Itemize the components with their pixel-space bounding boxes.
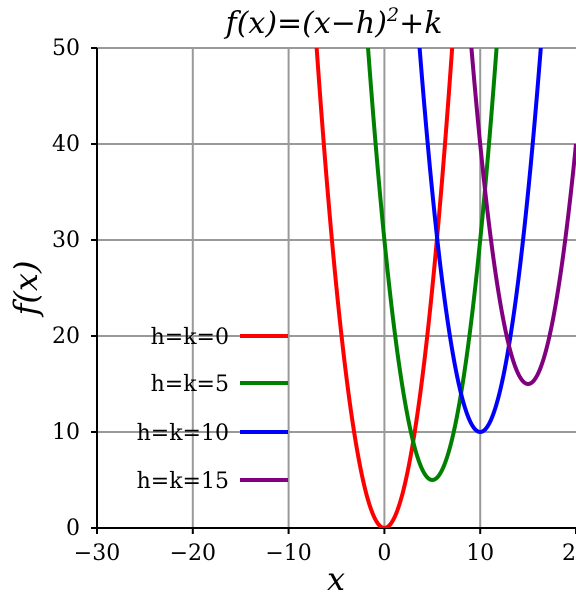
- y-tick-label: 20: [52, 324, 80, 349]
- series-line-h-k-15: [469, 48, 576, 386]
- x-axis-label: x: [327, 560, 345, 598]
- axes: [96, 48, 576, 529]
- x-tick-label: −10: [265, 541, 311, 566]
- legend-label: h=k=0: [151, 325, 229, 350]
- y-tick-label: 50: [52, 36, 80, 61]
- tick-labels: −30 −20 −10 0 10 20 0 10 20 30 40 50: [52, 36, 576, 566]
- x-tick-label: −20: [170, 541, 216, 566]
- series-line-h-k-10: [417, 48, 543, 434]
- chart-title: f(x)=(x−h)2+k: [224, 4, 443, 41]
- legend-label: h=k=10: [137, 421, 229, 446]
- y-tick-label: 10: [52, 420, 80, 445]
- legend-label: h=k=15: [137, 469, 229, 494]
- x-tick-label: 10: [466, 541, 494, 566]
- x-tick-label: 0: [377, 541, 391, 566]
- series-line-h-k-5: [366, 48, 499, 482]
- legend: h=k=0 h=k=5 h=k=10 h=k=15: [137, 325, 288, 494]
- y-axis-label: f(x): [7, 261, 45, 318]
- plot-area: [314, 48, 576, 528]
- x-tick-label: 20: [562, 541, 576, 566]
- series-line-h-k-0: [314, 48, 455, 528]
- legend-label: h=k=5: [151, 372, 229, 397]
- y-tick-label: 40: [52, 132, 80, 157]
- x-tick-label: −30: [74, 541, 120, 566]
- y-tick-label: 0: [66, 516, 80, 541]
- y-tick-label: 30: [52, 228, 80, 253]
